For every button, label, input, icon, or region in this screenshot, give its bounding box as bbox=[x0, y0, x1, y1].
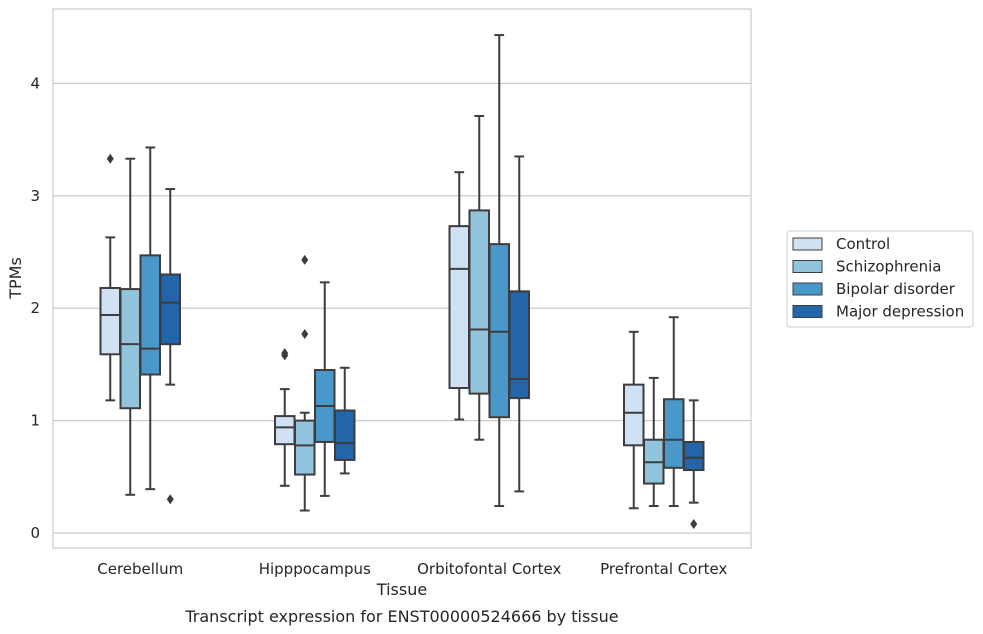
box-iqr bbox=[488, 243, 510, 419]
y-tick-label: 2 bbox=[30, 299, 40, 317]
y-axis-title: TPMs bbox=[6, 257, 25, 300]
box-plot bbox=[468, 114, 490, 441]
y-tick-label: 4 bbox=[30, 74, 40, 92]
y-tick-label: 3 bbox=[30, 187, 40, 205]
plot-frame bbox=[52, 8, 752, 549]
x-tick-label: Orbitofontal Cortex bbox=[417, 560, 561, 578]
box-plot bbox=[683, 399, 705, 530]
box-plot bbox=[448, 171, 470, 421]
box-iqr bbox=[159, 273, 181, 346]
x-tick-label: Prefrontal Cortex bbox=[600, 560, 727, 578]
box-plot bbox=[508, 155, 530, 493]
box-plot bbox=[294, 254, 316, 512]
box-iqr bbox=[294, 419, 316, 476]
outlier-point bbox=[690, 519, 698, 530]
box-plot bbox=[99, 153, 121, 402]
outlier-point bbox=[301, 329, 309, 340]
box-plot bbox=[663, 316, 685, 508]
outlier-point bbox=[106, 153, 114, 164]
chart-caption: Transcript expression for ENST0000052466… bbox=[184, 607, 618, 626]
box-iqr bbox=[99, 286, 121, 356]
legend-frame bbox=[786, 230, 974, 328]
y-tick-label: 1 bbox=[30, 412, 40, 430]
tick-layer: 0 1 2 3 4 Cerebellum Hipppocampus Orbitofontal … bbox=[30, 74, 727, 578]
x-tick-label: Cerebellum bbox=[97, 560, 183, 578]
box-iqr bbox=[139, 254, 161, 376]
legend-label: Schizophrenia bbox=[836, 258, 941, 276]
box-plot bbox=[488, 34, 510, 508]
box-iqr bbox=[508, 290, 530, 400]
box-layer bbox=[99, 34, 705, 530]
y-tick-label: 0 bbox=[30, 524, 40, 542]
box-plot bbox=[139, 146, 161, 491]
box-plot bbox=[119, 157, 141, 496]
box-plot bbox=[314, 281, 336, 497]
box-iqr bbox=[119, 288, 141, 410]
x-tick-label: Hipppocampus bbox=[259, 560, 371, 578]
box-iqr bbox=[663, 398, 685, 469]
box-iqr bbox=[468, 209, 490, 395]
outlier-point bbox=[166, 494, 174, 505]
legend-label: Bipolar disorder bbox=[836, 280, 956, 298]
box-plot bbox=[643, 376, 665, 508]
outlier-point bbox=[281, 348, 289, 359]
outlier-point bbox=[301, 254, 309, 265]
box-iqr bbox=[623, 383, 645, 447]
box-iqr bbox=[274, 415, 296, 446]
legend-swatch bbox=[792, 260, 823, 273]
box-iqr bbox=[334, 409, 356, 461]
legend-label: Control bbox=[836, 235, 890, 253]
legend-swatch bbox=[792, 237, 823, 251]
box-plot bbox=[274, 348, 296, 487]
box-iqr bbox=[683, 440, 705, 472]
box-iqr bbox=[448, 225, 470, 390]
x-axis-title: Tissue bbox=[376, 580, 427, 599]
box-plot bbox=[623, 330, 645, 510]
box-plot bbox=[334, 366, 356, 475]
legend: Control Schizophrenia Bipolar disorder Majo… bbox=[786, 230, 974, 328]
legend-swatch bbox=[792, 305, 823, 318]
legend-label: Major depression bbox=[836, 303, 964, 321]
box-plot bbox=[159, 188, 181, 505]
legend-swatch bbox=[792, 282, 823, 296]
